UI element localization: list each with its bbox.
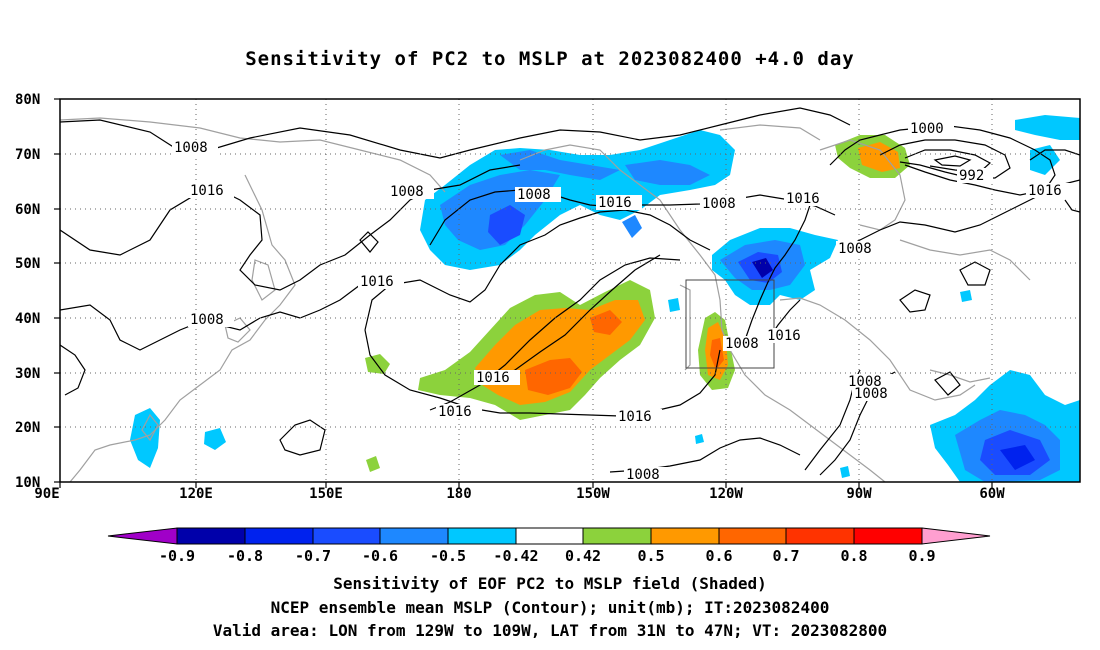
contour-label: 992: [959, 168, 984, 184]
axis-ticks: [54, 98, 993, 488]
colorbar-label: 0.8: [840, 547, 867, 565]
lat-label: 30N: [15, 366, 40, 382]
lon-label: 90E: [34, 486, 59, 502]
contour-label: 1016: [786, 191, 820, 207]
latitude-labels: 80N 70N 60N 50N 40N 30N 20N 10N: [15, 92, 40, 491]
map-title: Sensitivity of PC2 to MSLP at 2023082400…: [245, 48, 855, 70]
colorbar-label: -0.6: [362, 547, 398, 565]
contour-label: 1016: [438, 404, 472, 420]
colorbar-label: 0.7: [772, 547, 799, 565]
colorbar-cell: [718, 527, 787, 545]
lon-label: 90W: [846, 486, 872, 502]
colorbar-labels: -0.9 -0.8 -0.7 -0.6 -0.5 -0.42 0.42 0.5 …: [159, 547, 936, 565]
colorbar-cell: [244, 527, 314, 545]
lat-label: 40N: [15, 311, 40, 327]
contour-label: 1016: [360, 274, 394, 290]
contour-label: 1008: [517, 187, 551, 203]
contour-label: 1008: [702, 196, 736, 212]
colorbar-cell: [379, 527, 449, 545]
coastlines: [60, 117, 1031, 482]
contour-label: 1016: [618, 409, 652, 425]
caption-contour: NCEP ensemble mean MSLP (Contour); unit(…: [270, 598, 830, 617]
lat-label: 10N: [15, 475, 40, 491]
colorbar-cell: [921, 527, 991, 545]
colorbar-label: 0.5: [637, 547, 664, 565]
colorbar-cell: [312, 527, 381, 545]
caption-valid-area: Valid area: LON from 129W to 109W, LAT f…: [212, 621, 888, 640]
contour-label: 1008: [854, 386, 888, 402]
contour-label: 1008: [390, 184, 424, 200]
colorbar-label: -0.42: [493, 547, 538, 565]
contour-label: 1016: [476, 370, 510, 386]
colorbar-label: -0.5: [430, 547, 466, 565]
contour-label: 1000: [910, 121, 944, 137]
map-frame: [59, 98, 1081, 483]
lat-label: 80N: [15, 92, 40, 108]
caption-shaded: Sensitivity of EOF PC2 to MSLP field (Sh…: [333, 574, 767, 593]
colorbar-cell: [176, 527, 246, 545]
contour-label: 1008: [626, 467, 660, 483]
lon-label: 180: [446, 486, 471, 502]
colorbar-cell: [650, 527, 720, 545]
contour-label: 1016: [1028, 183, 1062, 199]
colorbar-cell: [853, 527, 923, 545]
colorbar-cell: [785, 527, 855, 545]
contour-label: 1016: [767, 328, 801, 344]
colorbar-cell: [107, 527, 178, 545]
colorbar: [107, 527, 991, 545]
colorbar-label: 0.9: [908, 547, 935, 565]
longitude-labels: 90E 120E 150E 180 150W 120W 90W 60W: [34, 486, 1005, 502]
contour-label-group: 1008 1016 1008 1016 1008 1016 1008 1016 …: [174, 121, 1062, 483]
colorbar-label: -0.7: [295, 547, 331, 565]
colorbar-label: 0.42: [565, 547, 601, 565]
colorbar-cell: [582, 527, 652, 545]
lat-label: 60N: [15, 202, 40, 218]
contour-label: 1016: [190, 183, 224, 199]
contour-label: 1008: [190, 312, 224, 328]
lon-label: 150W: [576, 486, 610, 502]
contour-label: 1008: [174, 140, 208, 156]
colorbar-cell: [515, 527, 584, 545]
graticule: [60, 99, 1080, 482]
lon-label: 150E: [309, 486, 343, 502]
colorbar-label: 0.6: [705, 547, 732, 565]
colorbar-label: -0.9: [159, 547, 195, 565]
valid-area-box: [685, 279, 775, 369]
colorbar-cell: [447, 527, 517, 545]
contour-label: 1016: [598, 195, 632, 211]
lat-label: 70N: [15, 147, 40, 163]
lat-label: 50N: [15, 256, 40, 272]
contour-label: 1008: [838, 241, 872, 257]
contour-label: 1008: [725, 336, 759, 352]
colorbar-label: -0.8: [227, 547, 263, 565]
lon-label: 120W: [709, 486, 743, 502]
lon-label: 60W: [979, 486, 1005, 502]
lon-label: 120E: [179, 486, 213, 502]
lat-label: 20N: [15, 420, 40, 436]
